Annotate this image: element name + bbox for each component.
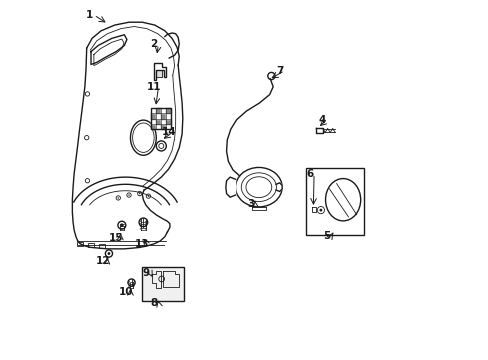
Text: 12: 12 (95, 256, 110, 266)
Polygon shape (156, 70, 162, 77)
Bar (150, 124, 155, 129)
Text: 5: 5 (323, 231, 330, 240)
Text: 14: 14 (162, 127, 176, 136)
Bar (99, 244, 104, 248)
Bar (155, 119, 161, 124)
Bar (305, 168, 363, 234)
Ellipse shape (235, 167, 282, 207)
Bar (150, 108, 171, 129)
Text: 3: 3 (247, 199, 254, 210)
Text: 2: 2 (150, 40, 158, 49)
Bar (161, 119, 166, 124)
Bar (150, 113, 155, 119)
Bar (166, 108, 171, 113)
Circle shape (128, 194, 129, 196)
Polygon shape (154, 63, 166, 80)
Text: 10: 10 (119, 287, 133, 297)
Bar (150, 108, 155, 113)
Text: 4: 4 (318, 115, 325, 125)
Bar (77, 242, 83, 246)
Bar (161, 113, 166, 119)
Bar (166, 113, 171, 119)
Bar (142, 267, 183, 301)
Bar (161, 124, 166, 129)
Bar (166, 124, 171, 129)
Bar (161, 108, 166, 113)
Text: 8: 8 (150, 298, 158, 308)
Polygon shape (276, 183, 282, 192)
Circle shape (139, 193, 140, 194)
Text: 6: 6 (305, 168, 313, 179)
Circle shape (147, 195, 149, 197)
Text: 15: 15 (109, 233, 123, 243)
Circle shape (117, 197, 119, 199)
Bar (166, 119, 171, 124)
Text: 13: 13 (135, 239, 149, 249)
Bar (155, 108, 161, 113)
Bar (150, 119, 155, 124)
Circle shape (107, 252, 110, 255)
Bar (155, 113, 161, 119)
Text: 11: 11 (146, 82, 161, 93)
Bar (88, 243, 94, 247)
Circle shape (120, 224, 123, 227)
Circle shape (319, 209, 322, 212)
Text: 7: 7 (276, 66, 284, 76)
Polygon shape (225, 177, 235, 197)
Text: 1: 1 (86, 10, 93, 20)
Bar (155, 124, 161, 129)
Text: 9: 9 (142, 267, 149, 278)
